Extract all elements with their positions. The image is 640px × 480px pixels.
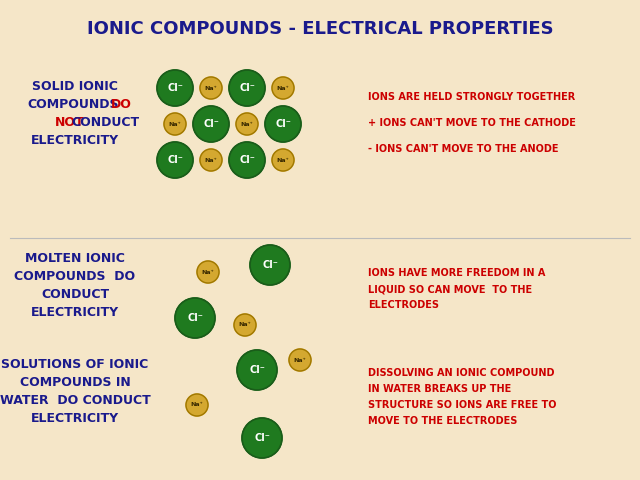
Text: COMPOUNDS IN: COMPOUNDS IN: [20, 376, 131, 389]
Text: Na⁺: Na⁺: [205, 157, 218, 163]
Text: Cl⁻: Cl⁻: [239, 155, 255, 165]
Circle shape: [265, 106, 301, 142]
Text: STRUCTURE SO IONS ARE FREE TO: STRUCTURE SO IONS ARE FREE TO: [368, 400, 557, 410]
Text: Cl⁻: Cl⁻: [249, 365, 265, 375]
Text: Cl⁻: Cl⁻: [187, 313, 203, 323]
Circle shape: [229, 142, 265, 178]
Text: DISSOLVING AN IONIC COMPOUND: DISSOLVING AN IONIC COMPOUND: [368, 368, 554, 378]
Circle shape: [193, 106, 229, 142]
Text: IONIC COMPOUNDS - ELECTRICAL PROPERTIES: IONIC COMPOUNDS - ELECTRICAL PROPERTIES: [86, 20, 554, 38]
Text: Na⁺: Na⁺: [202, 269, 214, 275]
Circle shape: [250, 245, 290, 285]
Text: IONS HAVE MORE FREEDOM IN A: IONS HAVE MORE FREEDOM IN A: [368, 268, 545, 278]
Circle shape: [200, 149, 222, 171]
Text: Cl⁻: Cl⁻: [167, 155, 183, 165]
Circle shape: [234, 314, 256, 336]
Text: ELECTRICITY: ELECTRICITY: [31, 412, 119, 425]
Text: WATER  DO CONDUCT: WATER DO CONDUCT: [0, 394, 150, 407]
Text: COMPOUNDS: COMPOUNDS: [28, 98, 119, 111]
Text: SOLID IONIC: SOLID IONIC: [32, 80, 118, 93]
Circle shape: [289, 349, 311, 371]
Circle shape: [175, 298, 215, 338]
Circle shape: [229, 70, 265, 106]
Text: Na⁺: Na⁺: [276, 157, 289, 163]
Circle shape: [272, 149, 294, 171]
Text: DO: DO: [111, 98, 132, 111]
Text: NOT: NOT: [55, 116, 84, 129]
Text: Cl⁻: Cl⁻: [275, 119, 291, 129]
Text: Na⁺: Na⁺: [239, 323, 252, 327]
Circle shape: [157, 70, 193, 106]
Circle shape: [242, 418, 282, 458]
Text: Cl⁻: Cl⁻: [254, 433, 270, 443]
Text: Na⁺: Na⁺: [241, 121, 253, 127]
Text: - IONS CAN'T MOVE TO THE ANODE: - IONS CAN'T MOVE TO THE ANODE: [368, 144, 559, 154]
Text: IN WATER BREAKS UP THE: IN WATER BREAKS UP THE: [368, 384, 511, 394]
Text: ELECTRODES: ELECTRODES: [368, 300, 439, 310]
Circle shape: [164, 113, 186, 135]
Text: Na⁺: Na⁺: [205, 85, 218, 91]
Text: Na⁺: Na⁺: [191, 403, 204, 408]
Circle shape: [237, 350, 277, 390]
Text: CONDUCT: CONDUCT: [41, 288, 109, 301]
Text: Cl⁻: Cl⁻: [203, 119, 219, 129]
Text: CONDUCT: CONDUCT: [71, 116, 139, 129]
Circle shape: [186, 394, 208, 416]
Text: Na⁺: Na⁺: [294, 358, 307, 362]
Circle shape: [200, 77, 222, 99]
Text: ELECTRICITY: ELECTRICITY: [31, 134, 119, 147]
Circle shape: [236, 113, 258, 135]
Text: Cl⁻: Cl⁻: [262, 260, 278, 270]
Text: Na⁺: Na⁺: [276, 85, 289, 91]
Text: MOVE TO THE ELECTRODES: MOVE TO THE ELECTRODES: [368, 416, 517, 426]
Text: MOLTEN IONIC: MOLTEN IONIC: [25, 252, 125, 265]
Text: SOLUTIONS OF IONIC: SOLUTIONS OF IONIC: [1, 358, 148, 371]
Text: Cl⁻: Cl⁻: [167, 83, 183, 93]
Text: LIQUID SO CAN MOVE  TO THE: LIQUID SO CAN MOVE TO THE: [368, 284, 532, 294]
Text: + IONS CAN'T MOVE TO THE CATHODE: + IONS CAN'T MOVE TO THE CATHODE: [368, 118, 576, 128]
Text: Cl⁻: Cl⁻: [239, 83, 255, 93]
Circle shape: [197, 261, 219, 283]
Text: ELECTRICITY: ELECTRICITY: [31, 306, 119, 319]
Circle shape: [157, 142, 193, 178]
Text: Na⁺: Na⁺: [168, 121, 181, 127]
Text: IONS ARE HELD STRONGLY TOGETHER: IONS ARE HELD STRONGLY TOGETHER: [368, 92, 575, 102]
Circle shape: [272, 77, 294, 99]
Text: COMPOUNDS  DO: COMPOUNDS DO: [15, 270, 136, 283]
